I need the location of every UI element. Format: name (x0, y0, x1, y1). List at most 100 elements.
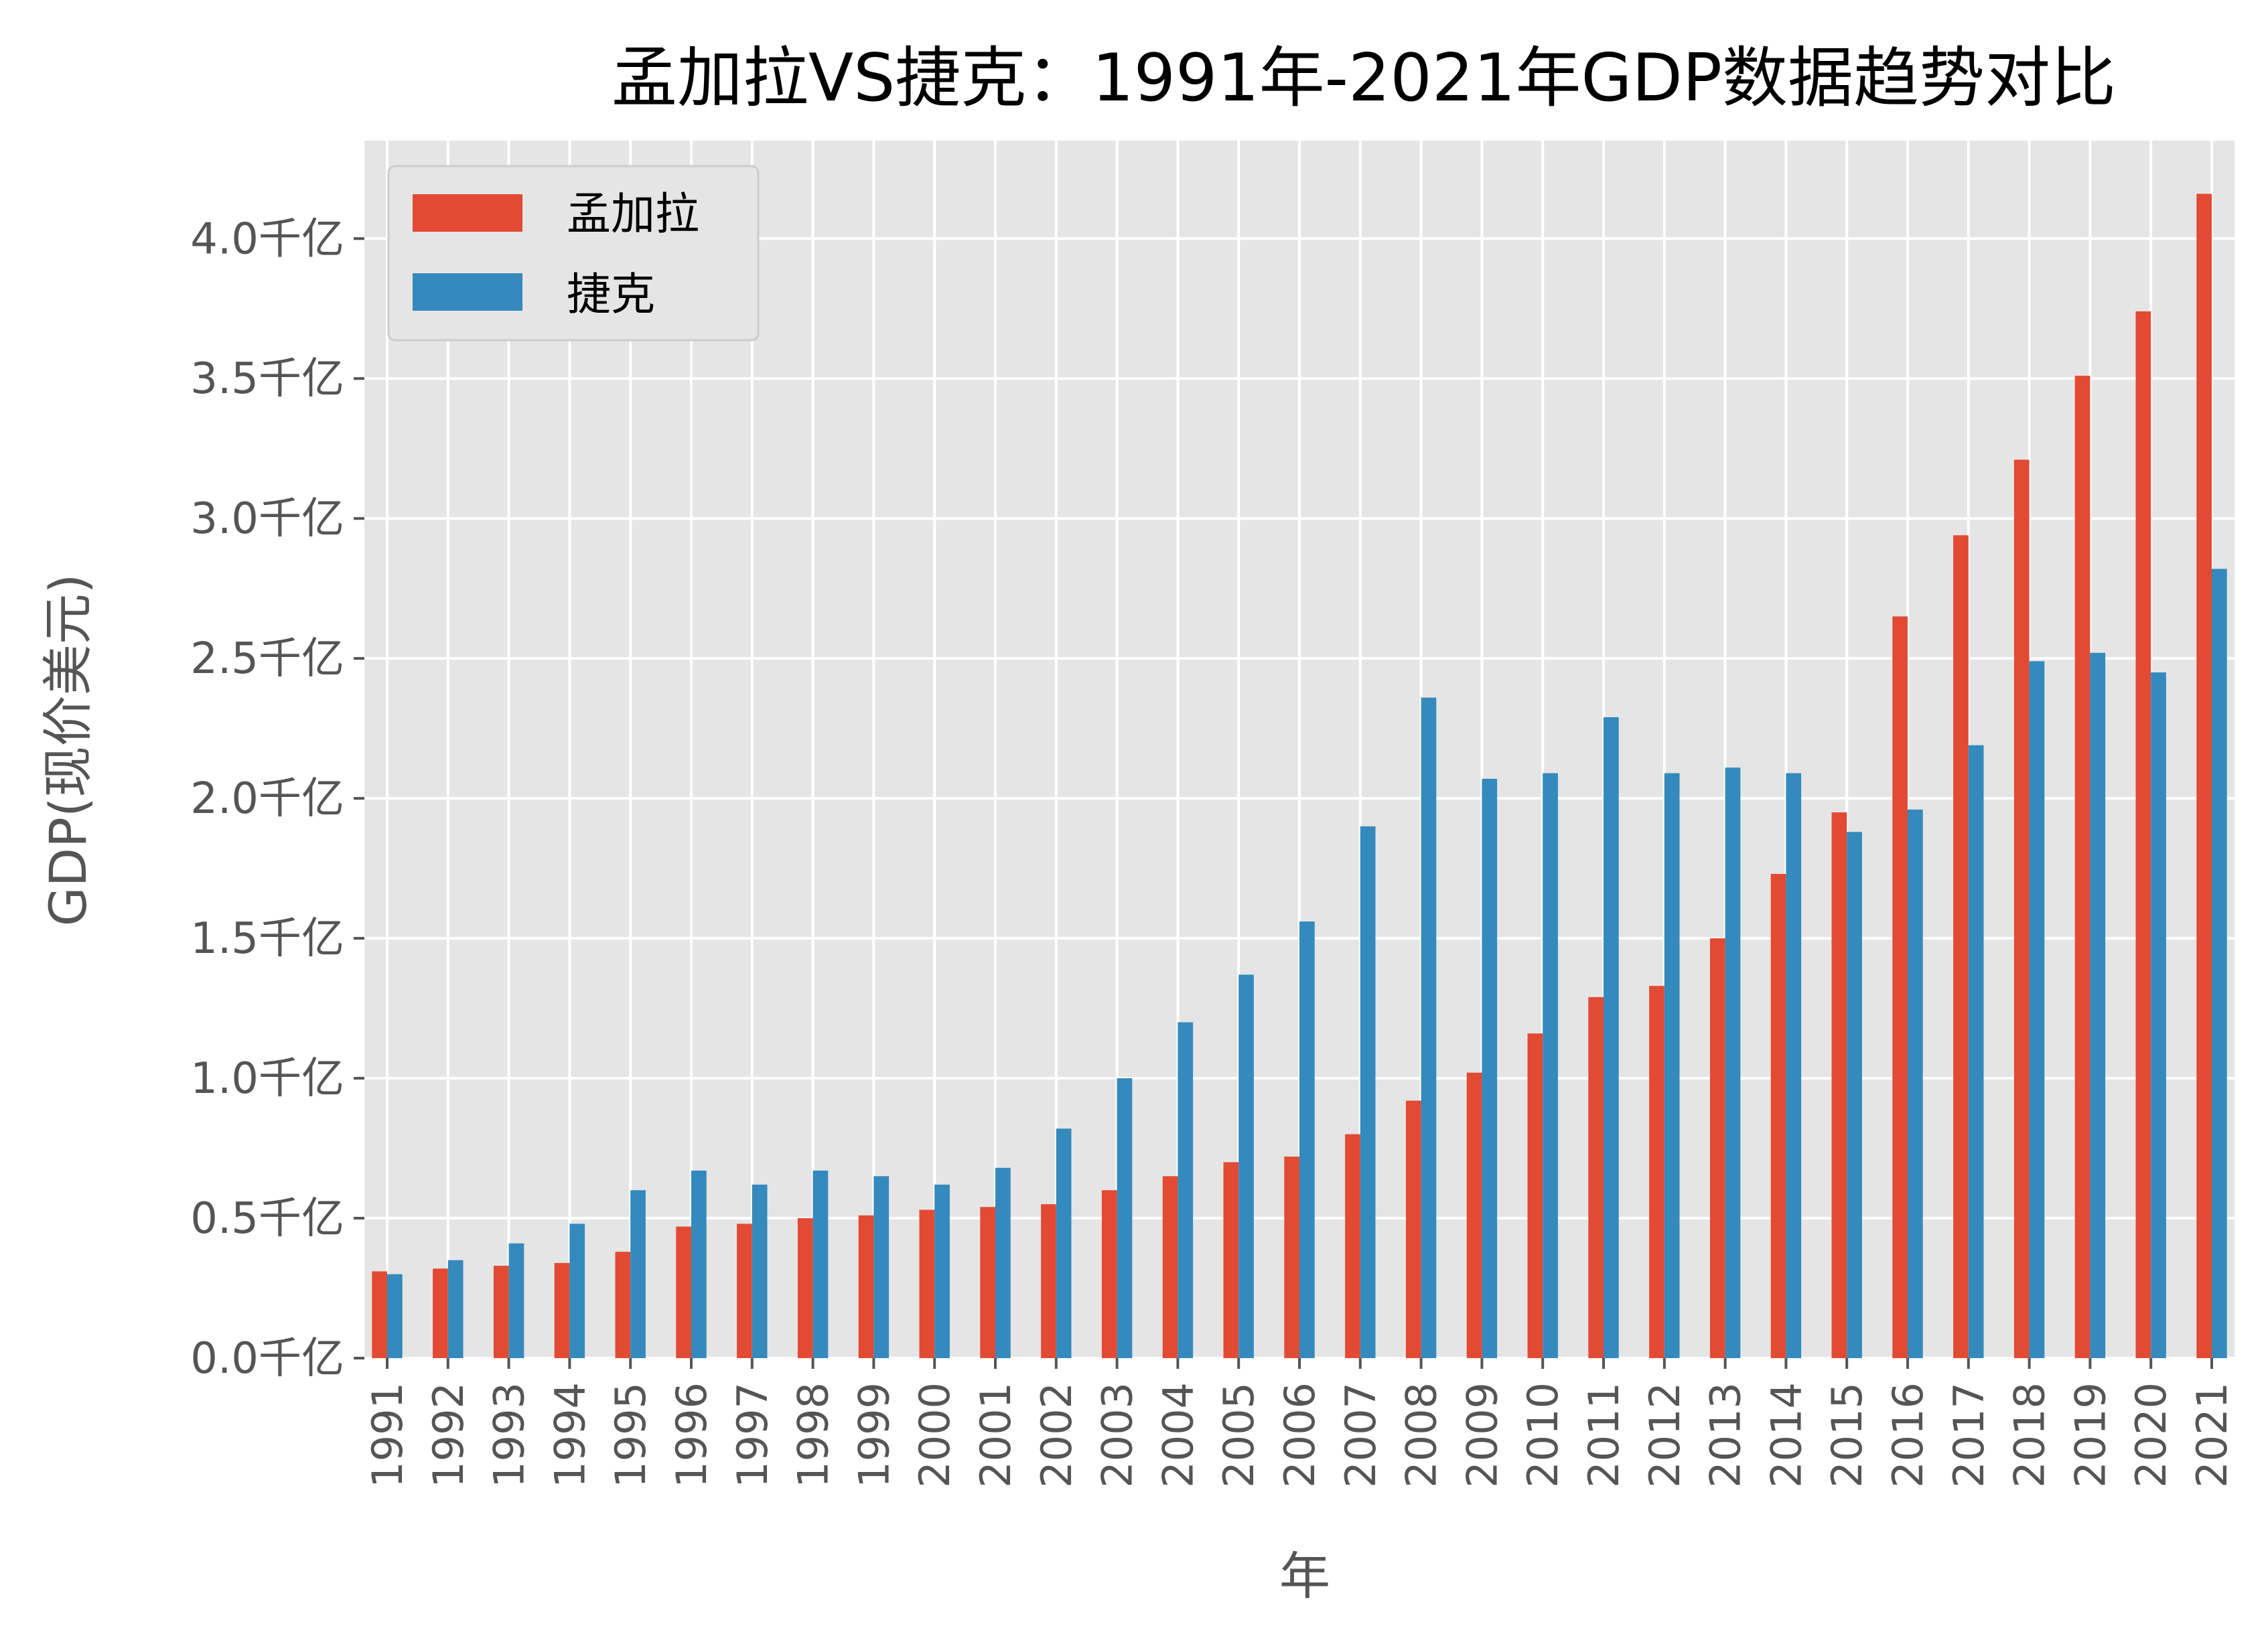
bar-bangladesh-2005 (1223, 1162, 1239, 1358)
x-tick-label: 2001 (971, 1382, 1020, 1488)
x-tick-label: 2005 (1214, 1382, 1263, 1488)
bar-bangladesh-1997 (737, 1224, 752, 1358)
bar-czech-2017 (1968, 745, 1984, 1358)
bar-czech-2006 (1299, 921, 1315, 1358)
x-tick-label: 1998 (789, 1382, 838, 1488)
x-tick-label: 2006 (1275, 1382, 1324, 1488)
bar-bangladesh-2013 (1709, 938, 1725, 1358)
bar-czech-2005 (1238, 974, 1254, 1358)
x-tick-label: 2012 (1640, 1382, 1689, 1488)
y-tick-label: 4.0千亿 (190, 214, 344, 264)
bar-bangladesh-2001 (980, 1207, 995, 1358)
bar-bangladesh-2004 (1162, 1176, 1178, 1358)
bar-czech-1998 (812, 1170, 829, 1358)
bar-czech-2018 (2029, 661, 2045, 1358)
x-tick-label: 2020 (2127, 1382, 2176, 1488)
y-tick-label: 3.5千亿 (190, 354, 344, 404)
x-tick-label: 2017 (1944, 1382, 1993, 1488)
bar-czech-2012 (1664, 773, 1680, 1358)
bar-czech-1997 (752, 1184, 768, 1358)
bar-czech-1995 (630, 1190, 646, 1358)
bar-czech-2004 (1178, 1022, 1194, 1358)
bar-czech-2020 (2151, 672, 2166, 1358)
bar-czech-2015 (1847, 832, 1862, 1358)
x-tick-label: 1994 (545, 1382, 594, 1488)
legend-label-czech: 捷克 (567, 269, 655, 320)
x-tick-label: 1996 (667, 1382, 716, 1488)
bar-bangladesh-2012 (1649, 986, 1664, 1358)
bar-bangladesh-1996 (676, 1226, 691, 1358)
bar-czech-2016 (1908, 809, 1923, 1358)
x-tick-label: 2010 (1518, 1382, 1567, 1488)
x-tick-label: 2002 (1032, 1382, 1081, 1488)
bar-bangladesh-2015 (1831, 812, 1847, 1358)
x-tick-label: 2019 (2066, 1382, 2115, 1488)
x-tick-label: 2007 (1336, 1382, 1385, 1488)
bar-czech-2002 (1056, 1128, 1072, 1358)
legend-swatch-czech (413, 273, 522, 311)
x-tick-label: 1992 (424, 1382, 473, 1488)
bar-czech-1992 (447, 1260, 464, 1358)
x-tick-label: 2000 (910, 1382, 959, 1488)
bar-bangladesh-1993 (493, 1266, 509, 1358)
bar-czech-2008 (1421, 697, 1437, 1358)
x-tick-label: 2004 (1153, 1382, 1202, 1488)
bar-czech-1999 (873, 1176, 890, 1358)
bar-czech-2009 (1482, 778, 1498, 1358)
bar-bangladesh-2021 (2196, 194, 2212, 1359)
x-axis-label: 年 (1279, 1546, 1330, 1606)
bar-bangladesh-2011 (1588, 996, 1604, 1358)
bar-bangladesh-2003 (1101, 1190, 1117, 1358)
x-tick-label: 2014 (1762, 1382, 1811, 1488)
y-tick-label: 2.5千亿 (190, 634, 344, 684)
bar-czech-2019 (2090, 652, 2106, 1359)
bar-czech-1991 (387, 1274, 403, 1358)
bar-czech-2003 (1117, 1078, 1133, 1358)
bar-czech-2021 (2212, 569, 2227, 1358)
bar-bangladesh-1992 (433, 1268, 448, 1358)
bar-bangladesh-1995 (615, 1252, 631, 1358)
legend-label-bangladesh: 孟加拉 (567, 188, 699, 240)
bar-czech-1993 (508, 1243, 524, 1358)
bars (372, 194, 2227, 1359)
bar-czech-1994 (569, 1224, 585, 1358)
bar-bangladesh-2010 (1527, 1033, 1543, 1358)
x-tick-label: 2008 (1397, 1382, 1446, 1488)
x-tick-label: 2011 (1579, 1382, 1628, 1488)
bar-bangladesh-2017 (1953, 535, 1969, 1359)
x-tick-label: 2013 (1701, 1382, 1750, 1488)
legend-swatch-bangladesh (413, 194, 522, 232)
bar-bangladesh-1998 (797, 1218, 813, 1358)
bar-czech-2010 (1543, 773, 1558, 1358)
bar-bangladesh-1994 (554, 1262, 570, 1358)
bar-bangladesh-2016 (1892, 616, 1908, 1358)
x-tick-label: 1993 (485, 1382, 534, 1488)
bar-bangladesh-1999 (858, 1215, 874, 1358)
x-tick-label: 1991 (363, 1382, 412, 1488)
bar-bangladesh-2014 (1770, 873, 1786, 1358)
x-tick-label: 2015 (1823, 1382, 1871, 1488)
x-tick-label: 1999 (849, 1382, 898, 1488)
bar-bangladesh-2007 (1345, 1134, 1360, 1358)
y-tick-label: 1.5千亿 (190, 914, 344, 964)
bar-bangladesh-2009 (1466, 1072, 1482, 1358)
bar-bangladesh-2008 (1405, 1100, 1421, 1358)
x-tick-label: 2009 (1458, 1382, 1506, 1488)
bar-bangladesh-1991 (372, 1271, 387, 1358)
chart-title: 孟加拉VS捷克：1991年-2021年GDP数据趋势对比 (612, 40, 2116, 117)
bar-bangladesh-2006 (1284, 1157, 1299, 1358)
bar-czech-1996 (691, 1170, 707, 1358)
x-tick-label: 2021 (2188, 1382, 2237, 1488)
bar-bangladesh-2002 (1041, 1204, 1056, 1358)
bar-czech-2007 (1360, 826, 1376, 1358)
bar-czech-2001 (995, 1167, 1011, 1358)
bar-bangladesh-2020 (2135, 311, 2151, 1358)
bar-czech-2011 (1604, 717, 1619, 1358)
bar-bangladesh-2019 (2074, 376, 2090, 1359)
x-tick-label: 1997 (728, 1382, 777, 1488)
bar-czech-2014 (1786, 773, 1802, 1358)
bar-bangladesh-2018 (2013, 459, 2030, 1358)
y-tick-label: 3.0千亿 (190, 494, 344, 544)
x-tick-label: 1995 (606, 1382, 655, 1488)
